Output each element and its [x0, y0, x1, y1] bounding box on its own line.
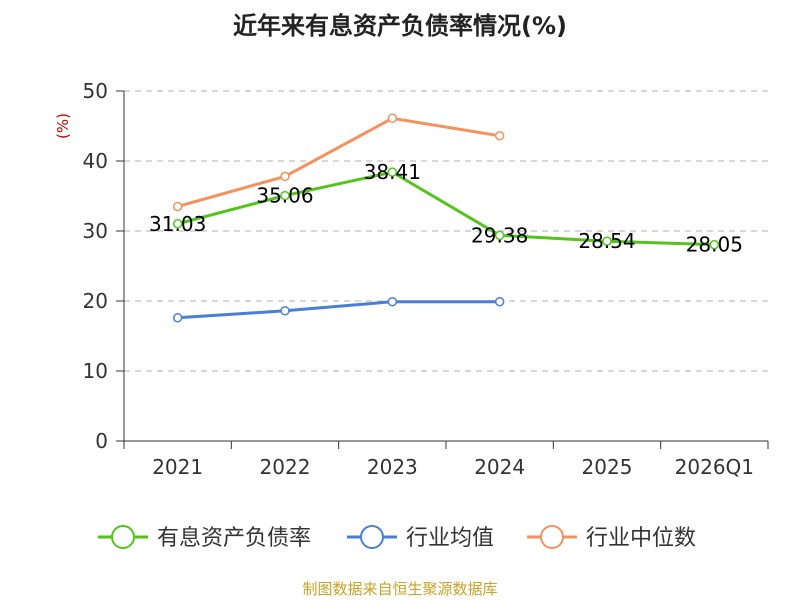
- data-labels: 31.03 35.06 38.41 29.38 28.54 28.05: [149, 160, 743, 257]
- series-2: [172, 296, 505, 323]
- data-point: [172, 201, 183, 212]
- x-tick-label: 2022: [260, 455, 311, 479]
- legend-swatch-marker: [360, 525, 384, 549]
- series-3: [172, 113, 505, 212]
- x-tick-label: 2021: [152, 455, 203, 479]
- data-label: 28.54: [578, 229, 635, 253]
- data-point: [387, 296, 398, 307]
- x-tick-label: 2023: [367, 455, 418, 479]
- y-tick-label: 10: [83, 359, 108, 383]
- data-point: [172, 313, 183, 323]
- series-line: [177, 116, 500, 208]
- legend-label: 行业中位数: [586, 526, 696, 551]
- grid-lines: [124, 90, 768, 372]
- data-label: 31.03: [149, 212, 206, 236]
- data-label: 38.41: [364, 160, 421, 184]
- data-point: [494, 230, 505, 241]
- y-tick-label: 0: [95, 429, 108, 453]
- legend: 有息资产负债率 行业均值 行业中位数: [98, 525, 696, 551]
- series-line: [177, 170, 715, 247]
- legend-swatch-marker: [540, 525, 564, 549]
- data-point: [280, 190, 290, 201]
- y-tick-label: 30: [83, 219, 108, 243]
- data-point: [280, 171, 290, 182]
- series-line: [177, 300, 500, 320]
- chart-title: 近年来有息资产负债率情况(%): [233, 12, 567, 40]
- y-tick-label: 20: [83, 289, 108, 313]
- legend-item: 行业中位数: [527, 525, 696, 551]
- data-point: [280, 306, 290, 316]
- legend-label: 行业均值: [406, 526, 494, 551]
- legend-item: 行业均值: [347, 525, 494, 551]
- source-note: 制图数据来自恒生聚源数据库: [302, 580, 497, 598]
- data-label: 28.05: [686, 233, 743, 257]
- series-lines: [172, 113, 720, 323]
- data-point: [709, 239, 720, 250]
- data-point: [172, 219, 183, 229]
- axes: 0 10 20 30 40 50 2021 2022 2023 2024 2025 2026Q1: [83, 79, 769, 479]
- y-tick-label: 40: [83, 149, 108, 173]
- legend-item: 有息资产负债率: [98, 525, 311, 551]
- data-label: 35.06: [256, 184, 313, 208]
- data-point: [387, 167, 398, 177]
- data-point: [602, 236, 612, 246]
- data-point: [494, 296, 505, 307]
- legend-label: 有息资产负债率: [157, 526, 311, 551]
- y-tick-label: 50: [83, 79, 108, 103]
- y-axis-unit-label: (%): [54, 113, 72, 139]
- data-point: [494, 131, 505, 141]
- data-point: [387, 113, 398, 124]
- data-label: 29.38: [471, 223, 528, 247]
- series-1: [172, 167, 720, 250]
- legend-swatch-marker: [111, 525, 135, 549]
- x-tick-label: 2024: [474, 455, 525, 479]
- x-tick-label: 2026Q1: [675, 455, 754, 479]
- x-tick-label: 2025: [582, 455, 633, 479]
